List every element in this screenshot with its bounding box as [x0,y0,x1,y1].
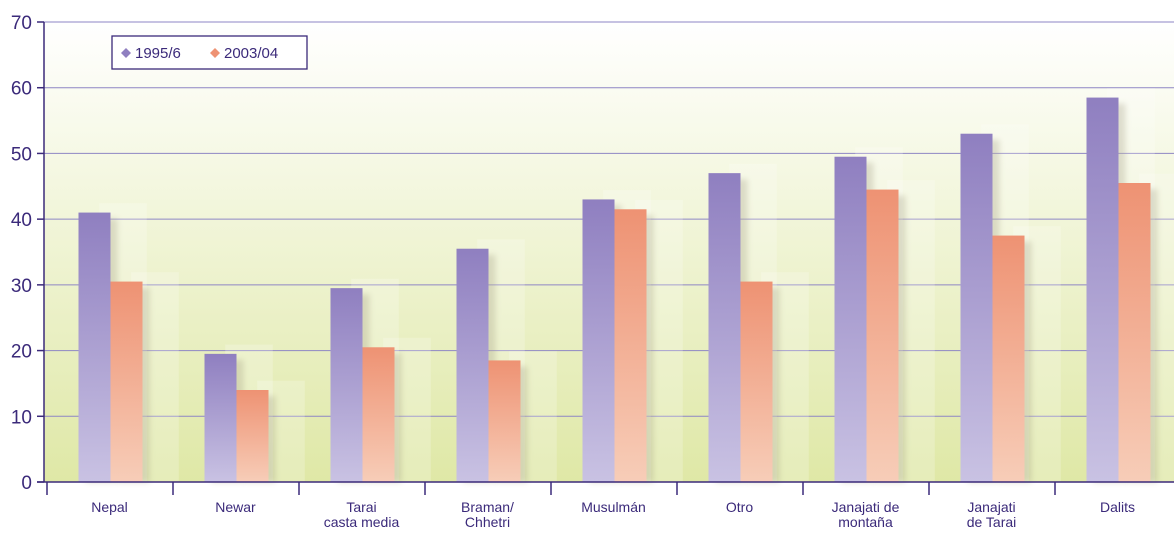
bar-series1 [456,248,489,482]
x-tick-label: Tarai casta media [324,499,400,530]
y-tick-label: 40 [11,210,32,231]
x-tick-label-line: Chhetri [465,514,510,530]
y-tick-labels: 0 10 20 30 40 50 60 70 [11,13,32,494]
bar-series2 [1118,183,1151,482]
bar-series1 [330,288,363,482]
legend-box [111,35,308,70]
x-tick-label-line: Dalits [1100,499,1135,515]
legend: 1995/6 2003/04 [111,35,308,70]
x-tick-label-line: montaña [838,514,893,530]
bar-series2 [488,360,521,482]
x-tick-label: Newar [215,499,256,515]
bar-series1 [204,353,237,482]
x-tick-label: Janajati de montaña [832,499,900,530]
x-tick-labels: Nepal Newar Tarai casta media Braman/Chhetri… [91,499,1135,530]
bar-series1 [834,156,867,482]
legend-label: 1995/6 [135,45,181,62]
x-tick-label-line: casta media [324,514,400,530]
x-tick-label-line: Newar [215,499,256,515]
x-tick-label: Braman/Chhetri [461,499,514,530]
bars [78,88,1174,483]
x-tick-label-line: Braman/ [461,499,514,515]
x-tick-label: Musulmán [581,499,646,515]
legend-marker-series2 [210,48,220,58]
bar-series2 [614,209,647,483]
x-tick-label-line: Tarai [346,499,376,515]
bar-series2 [740,281,773,482]
x-tick-label-line: Janajati [967,499,1015,515]
y-tick-label: 20 [11,342,32,363]
x-tick-label-line: Otro [726,499,753,515]
y-tick-label: 50 [11,144,32,165]
x-tick-label-line: Janajati de [832,499,900,515]
legend-label: 2003/04 [224,45,278,62]
bar-series1 [708,173,741,482]
bar-series2 [866,189,899,483]
x-tick-label: Nepal [91,499,128,515]
x-tick-label: Otro [726,499,753,515]
y-tick-label: 70 [11,13,32,34]
y-tick-label: 30 [11,276,32,297]
x-tick-label-line: de Tarai [967,514,1017,530]
x-tick-label: Janajati de Tarai [967,499,1017,530]
y-tick-label: 0 [21,473,32,494]
bar-series2 [362,347,395,482]
bar-series2 [236,390,269,482]
y-tick-label: 10 [11,407,32,428]
bar-series2 [992,235,1025,482]
bar-series1 [78,212,111,483]
legend-marker-series1 [121,48,131,58]
y-tick-label: 60 [11,79,32,100]
axes [37,21,1174,495]
x-tick-label-line: Nepal [91,499,128,515]
bar-series1 [582,199,615,482]
bar-series1 [1086,97,1119,483]
x-tick-label-line: Musulmán [581,499,646,515]
bar-series2 [110,281,143,482]
x-tick-label: Dalits [1100,499,1135,515]
bar-series1 [960,133,993,482]
